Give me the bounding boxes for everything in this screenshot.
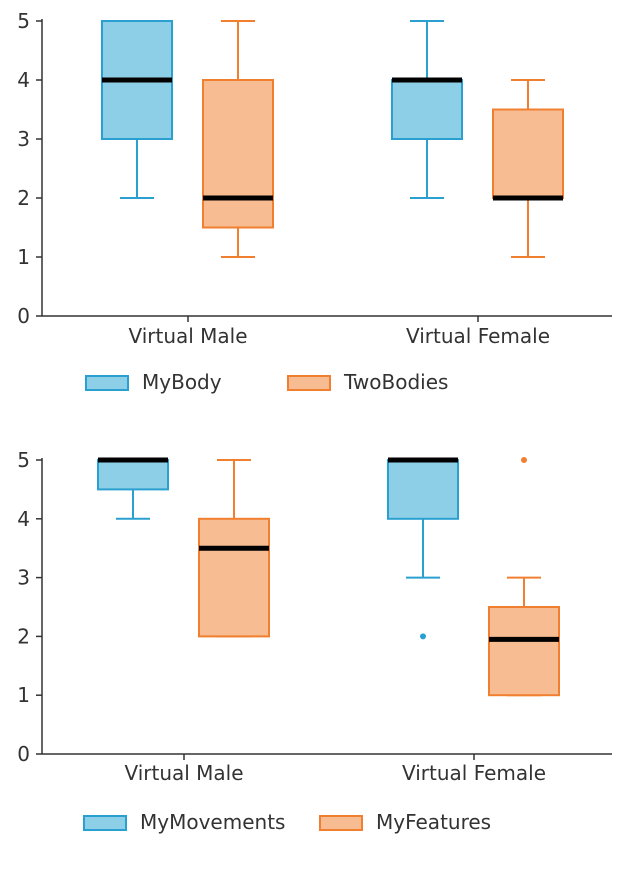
legend-swatch: [319, 815, 363, 831]
legend-swatch: [287, 375, 331, 391]
box-plot-bottom: 0 1 2 3 4 5 Virtual Male Virtual Female MyMoveme…: [17, 448, 612, 834]
y-tick-label: 3: [17, 127, 30, 151]
y-tick-label: 2: [17, 186, 30, 210]
box-myfeatures-1: [488, 457, 560, 697]
y-tick-label: 5: [17, 448, 30, 472]
legend-label: MyMovements: [140, 810, 285, 834]
x-tick-label: Virtual Female: [406, 324, 550, 348]
x-tick-label: Virtual Male: [124, 761, 243, 785]
x-tick-label: Virtual Female: [402, 761, 546, 785]
legend-swatch: [85, 375, 129, 391]
box-myfeatures-0: [198, 459, 270, 638]
box-mymovements-1: [387, 457, 459, 640]
y-tick-label: 4: [17, 68, 30, 92]
legend-label: TwoBodies: [343, 370, 448, 394]
y-tick-label: 3: [17, 566, 30, 590]
iqr-box: [492, 108, 564, 199]
y-tick-label: 0: [17, 742, 30, 766]
legend-swatch: [83, 815, 127, 831]
y-tick-label: 1: [17, 245, 30, 269]
iqr-box: [488, 606, 560, 697]
y-tick-label: 5: [17, 9, 30, 33]
box-mymovements-0: [97, 457, 169, 520]
box-twobodies-1: [492, 79, 564, 258]
iqr-box: [387, 459, 459, 520]
iqr-box: [202, 79, 274, 229]
iqr-box: [97, 459, 169, 491]
iqr-box: [198, 517, 270, 638]
legend-label: MyBody: [142, 370, 222, 394]
x-tick-label: Virtual Male: [128, 324, 247, 348]
outlier-point: [420, 633, 426, 640]
box-mybody-0: [101, 20, 173, 199]
y-tick-label: 2: [17, 624, 30, 648]
y-tick-label: 1: [17, 683, 30, 707]
box-plot-top: 0 1 2 3 4 5 Virtual Male Virtual Female MyBody Tw…: [17, 9, 612, 394]
y-tick-label: 0: [17, 304, 30, 328]
outlier-point: [521, 457, 527, 463]
iqr-box: [391, 79, 463, 140]
box-twobodies-0: [202, 20, 274, 258]
legend-label: MyFeatures: [376, 810, 491, 834]
y-tick-label: 4: [17, 507, 30, 531]
box-mybody-1: [391, 20, 463, 199]
